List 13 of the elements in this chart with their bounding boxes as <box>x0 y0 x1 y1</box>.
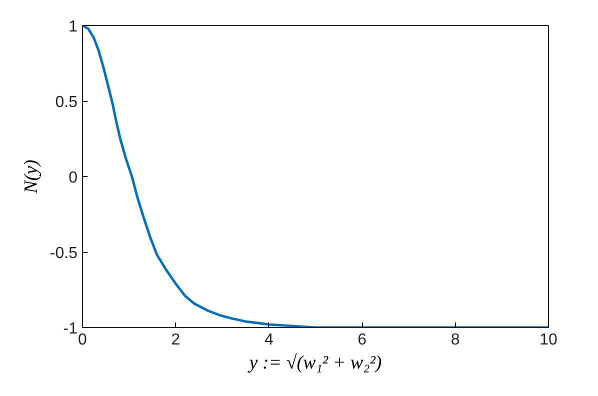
line-series <box>82 26 548 328</box>
y-tick-label: 0 <box>68 170 78 186</box>
x-tick-label: 8 <box>450 332 460 348</box>
x-tick-label: 10 <box>540 332 558 348</box>
y-tick-label: -1 <box>63 320 78 338</box>
y-tick-label: 0.5 <box>55 94 78 111</box>
y-tick-label: 1 <box>68 18 78 36</box>
x-tick-label: 2 <box>171 332 180 348</box>
y-axis-title: N(y) <box>20 160 42 194</box>
x-tick-label: 4 <box>264 332 274 348</box>
x-axis-title: y := √(w₁² + w₂²) <box>247 352 382 374</box>
y-tick-label: -0.5 <box>50 245 78 262</box>
x-tick-label: 6 <box>358 332 367 348</box>
